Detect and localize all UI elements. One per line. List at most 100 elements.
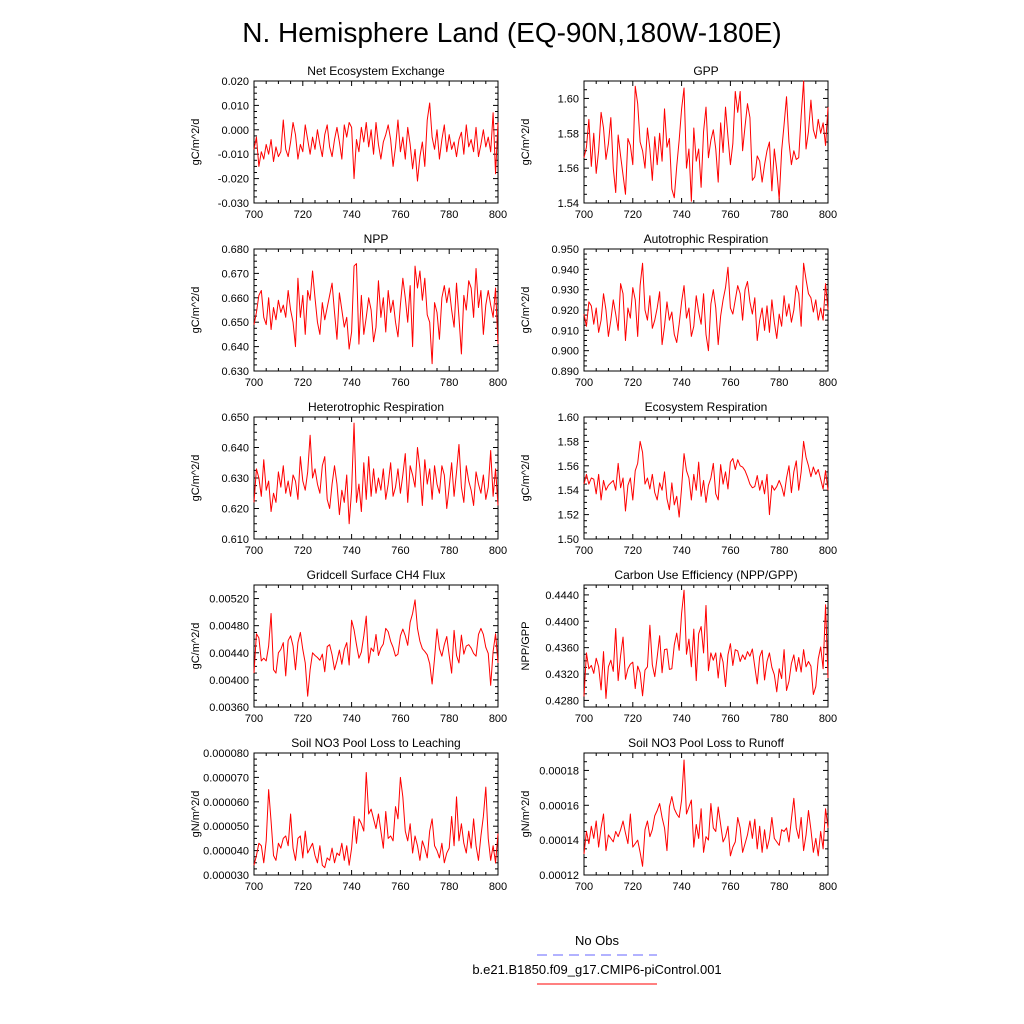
panel-soil-no3-pool-loss-to-runoff-xtick-label: 720: [624, 881, 642, 893]
panel-ecosystem-respiration-ytick-label: 1.60: [558, 412, 579, 424]
panel-net-ecosystem-exchange-ytick-label: 0.000: [221, 125, 249, 137]
legend: No Obs b.e21.B1850.f09_g17.CMIP6-piContr…: [472, 933, 722, 985]
panel-gridcell-surface-ch4-flux-xtick-label: 800: [489, 713, 507, 725]
panel-gridcell-surface-ch4-flux-xtick-label: 740: [342, 713, 360, 725]
panel-npp-xtick-label: 740: [342, 377, 360, 389]
panel-gridcell-surface-ch4-flux-ytick-label: 0.00520: [209, 594, 249, 606]
panel-gpp-xtick-label: 720: [624, 209, 642, 221]
panel-gridcell-surface-ch4-flux-xtick-label: 720: [294, 713, 312, 725]
panel-soil-no3-pool-loss-to-leaching-series-line: [253, 772, 499, 869]
panel-ecosystem-respiration-xtick-label: 780: [770, 545, 788, 557]
panel-heterotrophic-respiration: Heterotrophic Respiration gC/m^2/d 700 720 7…: [190, 400, 507, 557]
panel-ecosystem-respiration-ytick-label: 1.52: [558, 510, 579, 522]
figure-title: N. Hemisphere Land (EQ-90N,180W-180E): [242, 17, 782, 48]
panel-gridcell-surface-ch4-flux-series-line: [253, 599, 499, 697]
panel-autotrophic-respiration-xtick-label: 700: [575, 377, 593, 389]
panel-gridcell-surface-ch4-flux-xtick-label: 780: [440, 713, 458, 725]
panel-ecosystem-respiration-ytick-label: 1.56: [558, 461, 579, 473]
panel-npp-ytick-label: 0.680: [221, 244, 249, 256]
panel-heterotrophic-respiration-xtick-label: 740: [342, 545, 360, 557]
panel-ecosystem-respiration-ylabel: gC/m^2/d: [520, 455, 532, 502]
panel-npp-ytick-label: 0.640: [221, 342, 249, 354]
legend-label-model: b.e21.B1850.f09_g17.CMIP6-piControl.001: [472, 962, 721, 977]
panel-soil-no3-pool-loss-to-runoff-ytick-label: 0.00018: [539, 765, 579, 777]
panel-npp-xtick-label: 720: [294, 377, 312, 389]
panel-carbon-use-efficiency-npp-gpp-title: Carbon Use Efficiency (NPP/GPP): [614, 568, 797, 582]
panel-gpp-ytick-label: 1.54: [558, 198, 579, 210]
panel-carbon-use-efficiency-npp-gpp-ytick-label: 0.4320: [545, 669, 579, 681]
panel-npp-ytick-label: 0.660: [221, 293, 249, 305]
panel-heterotrophic-respiration-ytick-label: 0.620: [221, 504, 249, 516]
panel-ecosystem-respiration-xtick-label: 800: [819, 545, 837, 557]
panel-heterotrophic-respiration-series-line: [253, 422, 499, 525]
panel-net-ecosystem-exchange-xtick-label: 760: [391, 209, 409, 221]
panel-soil-no3-pool-loss-to-leaching-ylabel: gN/m^2/d: [190, 791, 202, 838]
panel-carbon-use-efficiency-npp-gpp: Carbon Use Efficiency (NPP/GPP) NPP/GPP 70…: [520, 568, 837, 725]
panel-soil-no3-pool-loss-to-leaching-xtick-label: 740: [342, 881, 360, 893]
legend-label-no-obs: No Obs: [575, 933, 620, 948]
panel-npp-xtick-label: 800: [489, 377, 507, 389]
panel-carbon-use-efficiency-npp-gpp-ytick-label: 0.4280: [545, 695, 579, 707]
panel-carbon-use-efficiency-npp-gpp-xtick-label: 700: [575, 713, 593, 725]
panel-net-ecosystem-exchange-ytick-label: -0.010: [218, 149, 249, 161]
panel-autotrophic-respiration-ytick-label: 0.890: [551, 366, 579, 378]
panel-autotrophic-respiration-ytick-label: 0.920: [551, 305, 579, 317]
panel-heterotrophic-respiration-xtick-label: 760: [391, 545, 409, 557]
panel-net-ecosystem-exchange-xtick-label: 800: [489, 209, 507, 221]
panel-gpp-ytick-label: 1.58: [558, 128, 579, 140]
panel-net-ecosystem-exchange-xtick-label: 740: [342, 209, 360, 221]
panel-gridcell-surface-ch4-flux-xtick-label: 760: [391, 713, 409, 725]
panel-ecosystem-respiration-xtick-label: 740: [672, 545, 690, 557]
panel-soil-no3-pool-loss-to-leaching-ytick-label: 0.000040: [203, 846, 249, 858]
panel-autotrophic-respiration-xtick-label: 780: [770, 377, 788, 389]
panel-gridcell-surface-ch4-flux: Gridcell Surface CH4 Flux gC/m^2/d 700 720 7…: [190, 568, 507, 725]
panel-soil-no3-pool-loss-to-runoff-series-line: [583, 759, 829, 867]
panel-gpp-xtick-label: 740: [672, 209, 690, 221]
panel-autotrophic-respiration-xtick-label: 760: [721, 377, 739, 389]
panel-carbon-use-efficiency-npp-gpp-ytick-label: 0.4360: [545, 643, 579, 655]
panel-soil-no3-pool-loss-to-leaching: Soil NO3 Pool Loss to Leaching gN/m^2/d 70…: [190, 736, 507, 893]
panel-soil-no3-pool-loss-to-runoff-xtick-label: 760: [721, 881, 739, 893]
panel-net-ecosystem-exchange-xtick-label: 700: [245, 209, 263, 221]
panel-ecosystem-respiration-xtick-label: 720: [624, 545, 642, 557]
panel-carbon-use-efficiency-npp-gpp-xtick-label: 760: [721, 713, 739, 725]
panel-soil-no3-pool-loss-to-leaching-xtick-label: 760: [391, 881, 409, 893]
panel-autotrophic-respiration-xtick-label: 800: [819, 377, 837, 389]
panel-gpp-ylabel: gC/m^2/d: [520, 119, 532, 166]
panel-autotrophic-respiration-series-line: [583, 262, 829, 352]
panel-soil-no3-pool-loss-to-runoff-xtick-label: 700: [575, 881, 593, 893]
panel-gridcell-surface-ch4-flux-ytick-label: 0.00360: [209, 702, 249, 714]
panel-soil-no3-pool-loss-to-leaching-title: Soil NO3 Pool Loss to Leaching: [291, 736, 460, 750]
panel-soil-no3-pool-loss-to-leaching-xtick-label: 780: [440, 881, 458, 893]
panel-gridcell-surface-ch4-flux-xtick-label: 700: [245, 713, 263, 725]
panel-gpp-ytick-label: 1.56: [558, 163, 579, 175]
panel-carbon-use-efficiency-npp-gpp-ylabel: NPP/GPP: [520, 622, 532, 671]
panel-gridcell-surface-ch4-flux-ytick-label: 0.00440: [209, 648, 249, 660]
panel-gpp-series-line: [583, 80, 829, 202]
panel-soil-no3-pool-loss-to-runoff-title: Soil NO3 Pool Loss to Runoff: [628, 736, 785, 750]
panel-net-ecosystem-exchange: Net Ecosystem Exchange gC/m^2/d 700 720 740 7…: [190, 64, 507, 221]
panel-heterotrophic-respiration-ylabel: gC/m^2/d: [190, 455, 202, 502]
panel-carbon-use-efficiency-npp-gpp-xtick-label: 740: [672, 713, 690, 725]
panel-net-ecosystem-exchange-xtick-label: 780: [440, 209, 458, 221]
panel-soil-no3-pool-loss-to-runoff-ylabel: gN/m^2/d: [520, 791, 532, 838]
panel-carbon-use-efficiency-npp-gpp-xtick-label: 780: [770, 713, 788, 725]
panel-soil-no3-pool-loss-to-runoff-xtick-label: 780: [770, 881, 788, 893]
panel-heterotrophic-respiration-title: Heterotrophic Respiration: [308, 400, 444, 414]
panel-ecosystem-respiration-title: Ecosystem Respiration: [645, 400, 768, 414]
panel-heterotrophic-respiration-ytick-label: 0.610: [221, 534, 249, 546]
panel-soil-no3-pool-loss-to-leaching-ytick-label: 0.000060: [203, 797, 249, 809]
panel-soil-no3-pool-loss-to-leaching-xtick-label: 720: [294, 881, 312, 893]
panel-heterotrophic-respiration-xtick-label: 720: [294, 545, 312, 557]
panel-gpp-xtick-label: 800: [819, 209, 837, 221]
panel-net-ecosystem-exchange-xtick-label: 720: [294, 209, 312, 221]
panel-net-ecosystem-exchange-ytick-label: 0.020: [221, 76, 249, 88]
panel-npp-ytick-label: 0.670: [221, 268, 249, 280]
panel-gridcell-surface-ch4-flux-ytick-label: 0.00400: [209, 675, 249, 687]
panel-gridcell-surface-ch4-flux-ylabel: gC/m^2/d: [190, 623, 202, 670]
panel-heterotrophic-respiration-ytick-label: 0.630: [221, 473, 249, 485]
panel-autotrophic-respiration-xtick-label: 740: [672, 377, 690, 389]
panel-gridcell-surface-ch4-flux-ytick-label: 0.00480: [209, 621, 249, 633]
panel-autotrophic-respiration: Autotrophic Respiration gC/m^2/d 700 720 740…: [520, 232, 837, 389]
